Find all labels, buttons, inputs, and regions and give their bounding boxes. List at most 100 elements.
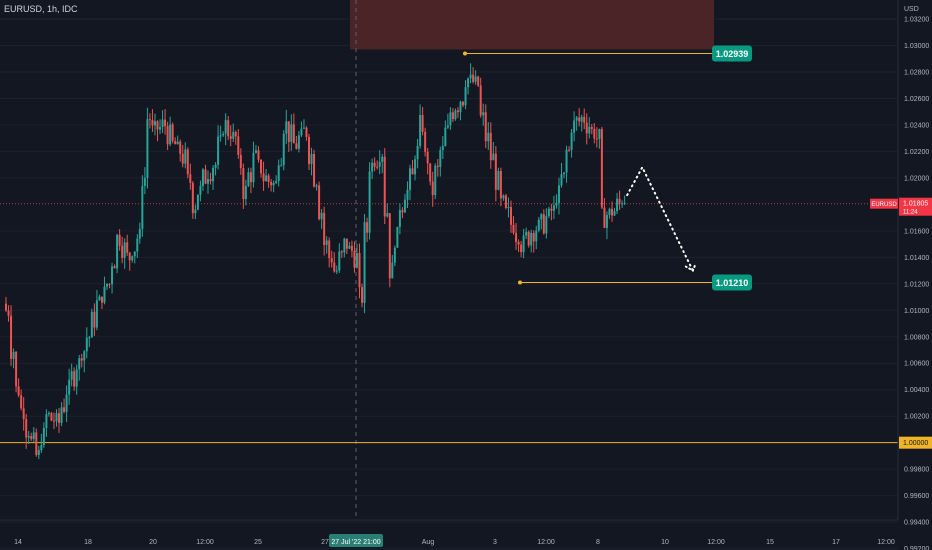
candle-body bbox=[419, 115, 422, 146]
candle-body bbox=[106, 283, 108, 287]
symbol-tag bbox=[870, 198, 898, 209]
candle-body bbox=[201, 169, 204, 187]
candle-body bbox=[100, 296, 103, 303]
candle-body bbox=[285, 121, 288, 134]
candle-body bbox=[348, 245, 351, 249]
candle-body bbox=[27, 436, 30, 438]
price-axis[interactable]: 1.03200 1.03000 1.02800 1.02600 1.02400 1.022… bbox=[904, 17, 929, 550]
price-tick-label: 1.02400 bbox=[904, 122, 929, 129]
candle-body bbox=[464, 87, 467, 106]
time-tick-label: 12:00 bbox=[877, 539, 895, 546]
candle-body bbox=[603, 207, 606, 228]
candle-body bbox=[95, 300, 98, 328]
time-tick-label: 17 bbox=[832, 539, 840, 546]
candle-body bbox=[570, 132, 573, 150]
candle-body bbox=[131, 256, 134, 261]
candle-body bbox=[98, 296, 101, 301]
candle-body bbox=[313, 154, 316, 187]
candle-body bbox=[568, 149, 571, 151]
time-cursor-label: 27 Jul '22 21:00 bbox=[331, 539, 380, 546]
candle-body bbox=[497, 170, 500, 190]
price-tick-label: 1.00400 bbox=[904, 387, 929, 394]
symbol-tag-label: EURUSD bbox=[871, 202, 897, 208]
high-price-badge[interactable] bbox=[712, 45, 752, 62]
candle-body bbox=[242, 168, 245, 200]
candle-body bbox=[75, 369, 78, 387]
candle-body bbox=[118, 234, 121, 246]
candle-body bbox=[563, 172, 566, 175]
candle-body bbox=[191, 182, 194, 214]
candle-body bbox=[318, 185, 321, 220]
candle-body bbox=[361, 287, 364, 303]
candle-body bbox=[32, 432, 35, 440]
candle-body bbox=[272, 183, 275, 186]
candle-body bbox=[290, 124, 293, 142]
candle-body bbox=[260, 159, 263, 174]
low-level-anchor[interactable] bbox=[518, 280, 522, 285]
candle-body bbox=[52, 420, 55, 422]
time-tick-label: 20 bbox=[149, 539, 157, 546]
candle-body bbox=[7, 310, 10, 316]
candle-body bbox=[103, 286, 106, 303]
candle-body bbox=[214, 164, 217, 168]
candle-body bbox=[510, 206, 512, 225]
candle-body bbox=[462, 101, 465, 106]
candle-body bbox=[55, 413, 58, 422]
candle-body bbox=[434, 165, 437, 196]
candle-body bbox=[383, 156, 386, 217]
candle-body bbox=[227, 120, 230, 137]
candle-body bbox=[441, 146, 444, 151]
price-tick-label: 1.02800 bbox=[904, 69, 929, 76]
low-price-badge[interactable] bbox=[712, 274, 752, 291]
candle-body bbox=[113, 266, 116, 269]
candle-body bbox=[333, 262, 336, 272]
candle-body bbox=[308, 136, 310, 165]
candle-body bbox=[605, 214, 608, 228]
candle-body bbox=[580, 116, 583, 122]
candle-body bbox=[171, 124, 174, 142]
candle-body bbox=[583, 116, 586, 123]
candle-body bbox=[552, 205, 555, 211]
price-tick-label: 1.03200 bbox=[904, 17, 929, 24]
candle-body bbox=[499, 170, 502, 199]
time-axis[interactable]: 14 18 20 12:00 25 27 Aug 3 12:00 8 10 12:00 15 17 12:0… bbox=[14, 539, 895, 546]
candle-body bbox=[37, 450, 40, 455]
candle-body bbox=[58, 413, 61, 423]
candle-body bbox=[616, 198, 619, 212]
candle-body bbox=[335, 270, 338, 272]
price-tick-label: 1.02000 bbox=[904, 175, 929, 182]
candle-body bbox=[555, 202, 558, 206]
price-tick-label: 0.99600 bbox=[904, 493, 929, 500]
candle-body bbox=[449, 112, 452, 126]
candle-body bbox=[573, 120, 576, 133]
candle-body bbox=[196, 194, 199, 210]
candle-body bbox=[451, 112, 454, 120]
candle-body bbox=[229, 136, 232, 139]
candle-body bbox=[409, 168, 411, 190]
candle-body bbox=[116, 234, 119, 269]
candle-body bbox=[578, 117, 581, 122]
candle-body bbox=[25, 419, 28, 438]
candle-body bbox=[454, 110, 457, 120]
candle-body bbox=[88, 337, 91, 339]
candle-body bbox=[83, 351, 86, 361]
price-tick-label: 0.99200 bbox=[904, 546, 929, 550]
candle-body bbox=[310, 154, 313, 165]
candle-body bbox=[237, 136, 240, 155]
candle-body bbox=[565, 149, 568, 173]
candle-body bbox=[436, 165, 439, 167]
candle-body bbox=[507, 206, 510, 208]
candle-body bbox=[209, 179, 212, 182]
candle-body bbox=[489, 132, 492, 161]
candle-body bbox=[439, 150, 442, 167]
candle-body bbox=[189, 174, 192, 183]
time-tick-label: 12:00 bbox=[537, 539, 555, 546]
candle-body bbox=[133, 251, 136, 257]
candle-body bbox=[153, 121, 156, 126]
high-level-anchor[interactable] bbox=[463, 51, 467, 56]
candle-body bbox=[381, 156, 384, 162]
candle-body bbox=[540, 214, 543, 220]
candle-body bbox=[456, 110, 459, 113]
candle-body bbox=[265, 175, 268, 182]
